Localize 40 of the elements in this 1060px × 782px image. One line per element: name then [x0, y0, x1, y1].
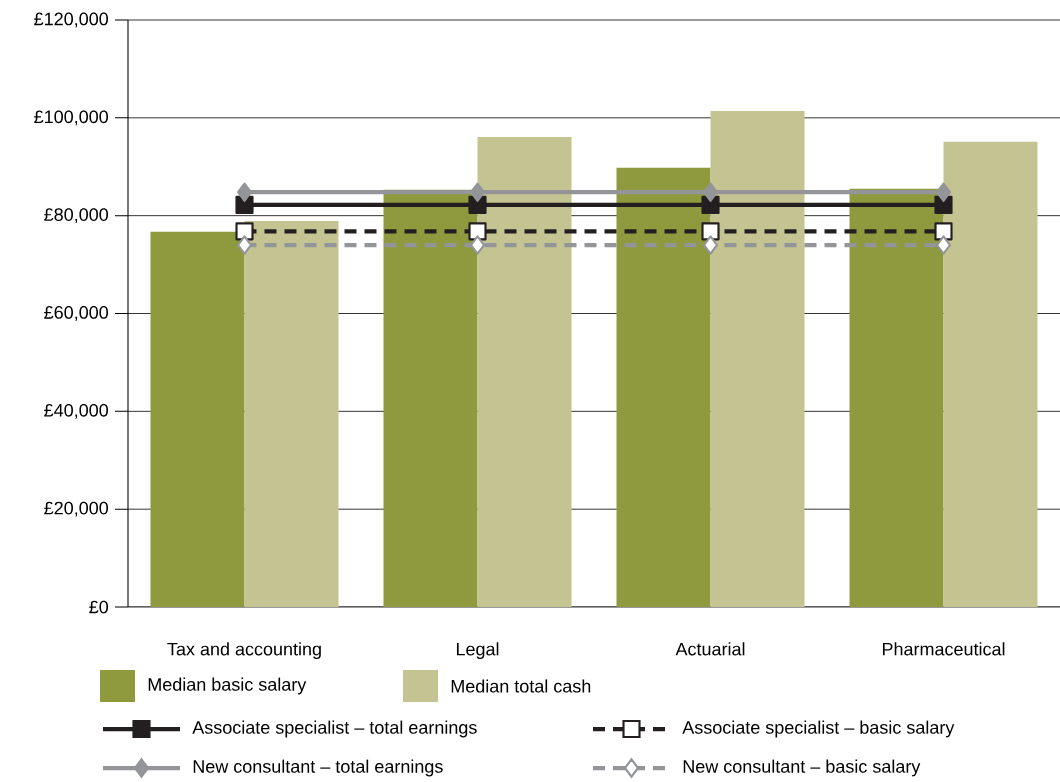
point	[935, 182, 952, 202]
point	[934, 222, 953, 241]
point	[469, 235, 486, 255]
x-tick-label: Legal	[456, 642, 499, 660]
bar	[150, 231, 245, 608]
point	[468, 222, 487, 241]
y-tick-label: £0	[89, 600, 109, 614]
legend-label: New consultant – total earnings	[193, 759, 443, 777]
point	[235, 222, 254, 241]
y-tick-label: £80,000	[44, 208, 109, 224]
point	[935, 235, 952, 255]
bar	[616, 167, 711, 608]
bar	[849, 188, 944, 608]
point	[701, 195, 720, 214]
point	[236, 182, 253, 202]
bar	[244, 221, 339, 608]
y-tick-label: £60,000	[44, 306, 109, 321]
bar	[710, 110, 805, 608]
point	[469, 182, 486, 202]
point	[702, 235, 719, 255]
point	[236, 235, 253, 255]
point	[701, 222, 720, 241]
point	[468, 195, 487, 214]
legend-label: Median basic salary	[148, 677, 307, 695]
x-tick-label: Pharmaceutical	[882, 642, 1005, 656]
y-tick-label: £40,000	[44, 403, 109, 419]
x-tick-label: Actuarial	[675, 642, 745, 656]
y-tick-label: £20,000	[44, 501, 109, 517]
point	[702, 182, 719, 202]
bar	[477, 136, 572, 608]
legend-label: Associate specialist – basic salary	[682, 720, 955, 738]
legend-label: Median total cash	[451, 679, 591, 693]
bar	[943, 141, 1038, 608]
legend-label: New consultant – basic salary	[683, 759, 921, 777]
point	[235, 195, 254, 214]
y-tick-label: £120,000	[34, 12, 109, 28]
legend-label: Associate specialist – total earnings	[192, 720, 477, 738]
point	[934, 195, 953, 214]
x-tick-label: Tax and accounting	[167, 642, 321, 660]
y-tick-label: £100,000	[34, 110, 109, 126]
